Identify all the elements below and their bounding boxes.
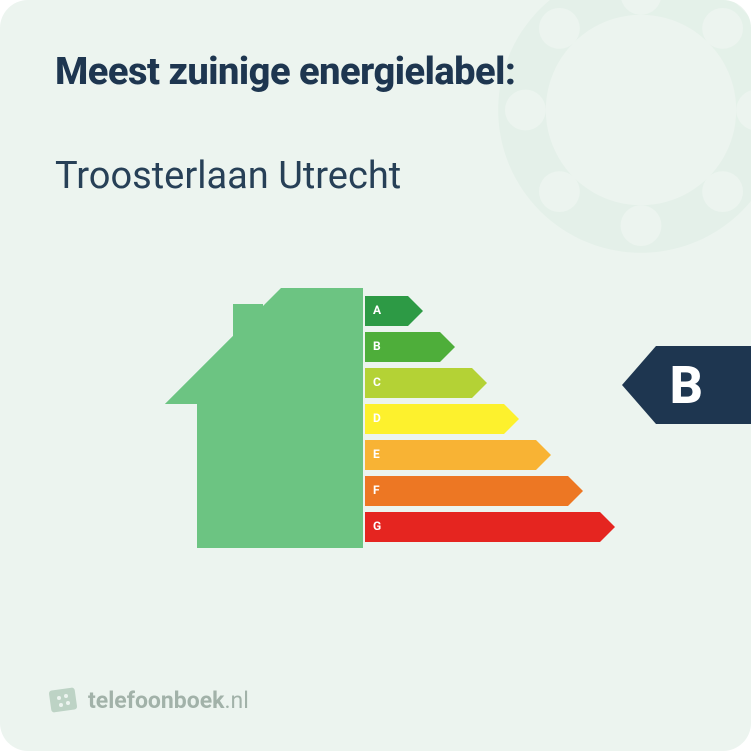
card: Meest zuinige energielabel: Troosterlaan… [0,0,751,751]
bar-arrow-icon [536,440,551,470]
bar-label: A [373,303,381,317]
bar-body [365,368,472,398]
footer-text: telefoonboek.nl [88,687,249,714]
location-subtitle: Troosterlaan Utrecht [55,154,696,198]
bar-body [365,296,408,326]
bar-label: G [373,519,381,533]
bar-arrow-icon [408,296,423,326]
bar-arrow-icon [472,368,487,398]
bar-label: C [373,375,381,389]
badge-arrow-icon [622,346,656,424]
watermark-dial-icon [471,0,751,280]
energy-label-chart: A B C D E F G [55,288,696,568]
badge-label: B [656,355,751,416]
bar-label: B [373,339,381,353]
bar-arrow-icon [440,332,455,362]
bar-label: F [373,483,380,497]
page-title: Meest zuinige energielabel: [55,50,696,94]
bar-body [365,512,600,542]
bar-arrow-icon [504,404,519,434]
bar-body [365,404,504,434]
result-badge: B [656,346,751,424]
bar-arrow-icon [600,512,615,542]
bar-label: D [373,411,381,425]
bar-body [365,476,568,506]
bar-body [365,440,536,470]
phonebook-icon [48,685,78,715]
house-icon [163,288,363,548]
footer-brand-name: telefoonboek [88,687,224,714]
footer-brand: telefoonboek.nl [48,685,249,715]
footer-brand-tld: .nl [224,687,248,714]
bar-label: E [373,447,380,461]
bar-arrow-icon [568,476,583,506]
